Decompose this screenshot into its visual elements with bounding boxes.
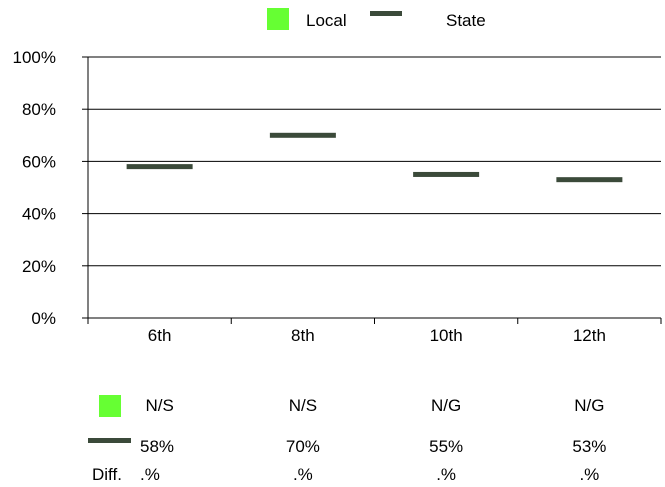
table-local-cell: N/G	[574, 396, 604, 415]
table-diff-cell: .%	[293, 465, 313, 484]
table-state-cell: 58%	[140, 437, 174, 456]
legend-local-label: Local	[306, 11, 347, 30]
x-axis-ticks: 6th 8th 10th 12th	[87, 318, 662, 345]
table-local-cell: N/S	[145, 396, 173, 415]
table-local-cell: N/G	[431, 396, 461, 415]
table-diff-cell: .%	[436, 465, 456, 484]
table-cells: N/S N/S N/G N/G 58% 70% 55% 53%.%.%.%.%	[140, 396, 606, 484]
state-value-mark	[126, 164, 193, 170]
table-state-cell: 70%	[286, 437, 320, 456]
table-diff-cell: .%	[579, 465, 599, 484]
table-diff-cell: .%	[140, 465, 160, 484]
table-local-cell: N/S	[289, 396, 317, 415]
state-value-mark	[556, 177, 623, 183]
y-axis-ticks: 0% 20% 40% 60% 80% 100%	[13, 48, 88, 328]
legend: Local State	[267, 8, 486, 30]
state-value-mark	[269, 132, 336, 138]
gridlines	[88, 56, 661, 319]
data-marks	[126, 132, 623, 183]
table-state-cell: 55%	[429, 437, 463, 456]
legend-local-swatch	[267, 8, 289, 30]
table-local-swatch	[99, 395, 121, 417]
x-tick-label: 6th	[148, 326, 172, 345]
y-tick-label: 40%	[22, 205, 56, 224]
y-tick-label: 0%	[31, 309, 56, 328]
legend-state-label: State	[446, 11, 486, 30]
state-value-mark	[413, 171, 480, 177]
table-state-cell: 53%	[572, 437, 606, 456]
y-tick-label: 20%	[22, 257, 56, 276]
x-tick-label: 10th	[430, 326, 463, 345]
plot-area: 0% 20% 40% 60% 80% 100% 6th 8th 10th 12th	[13, 48, 662, 345]
data-table: Diff. N/S N/S N/G N/G 58% 70% 55% 53%.%.%.%.%	[88, 395, 606, 484]
x-tick-label: 8th	[291, 326, 315, 345]
x-tick-label: 12th	[573, 326, 606, 345]
y-tick-label: 100%	[13, 48, 56, 67]
y-tick-label: 60%	[22, 152, 56, 171]
table-state-swatch	[88, 438, 131, 443]
legend-state-swatch	[370, 11, 402, 16]
diff-label: Diff.	[92, 465, 122, 484]
y-tick-label: 80%	[22, 100, 56, 119]
